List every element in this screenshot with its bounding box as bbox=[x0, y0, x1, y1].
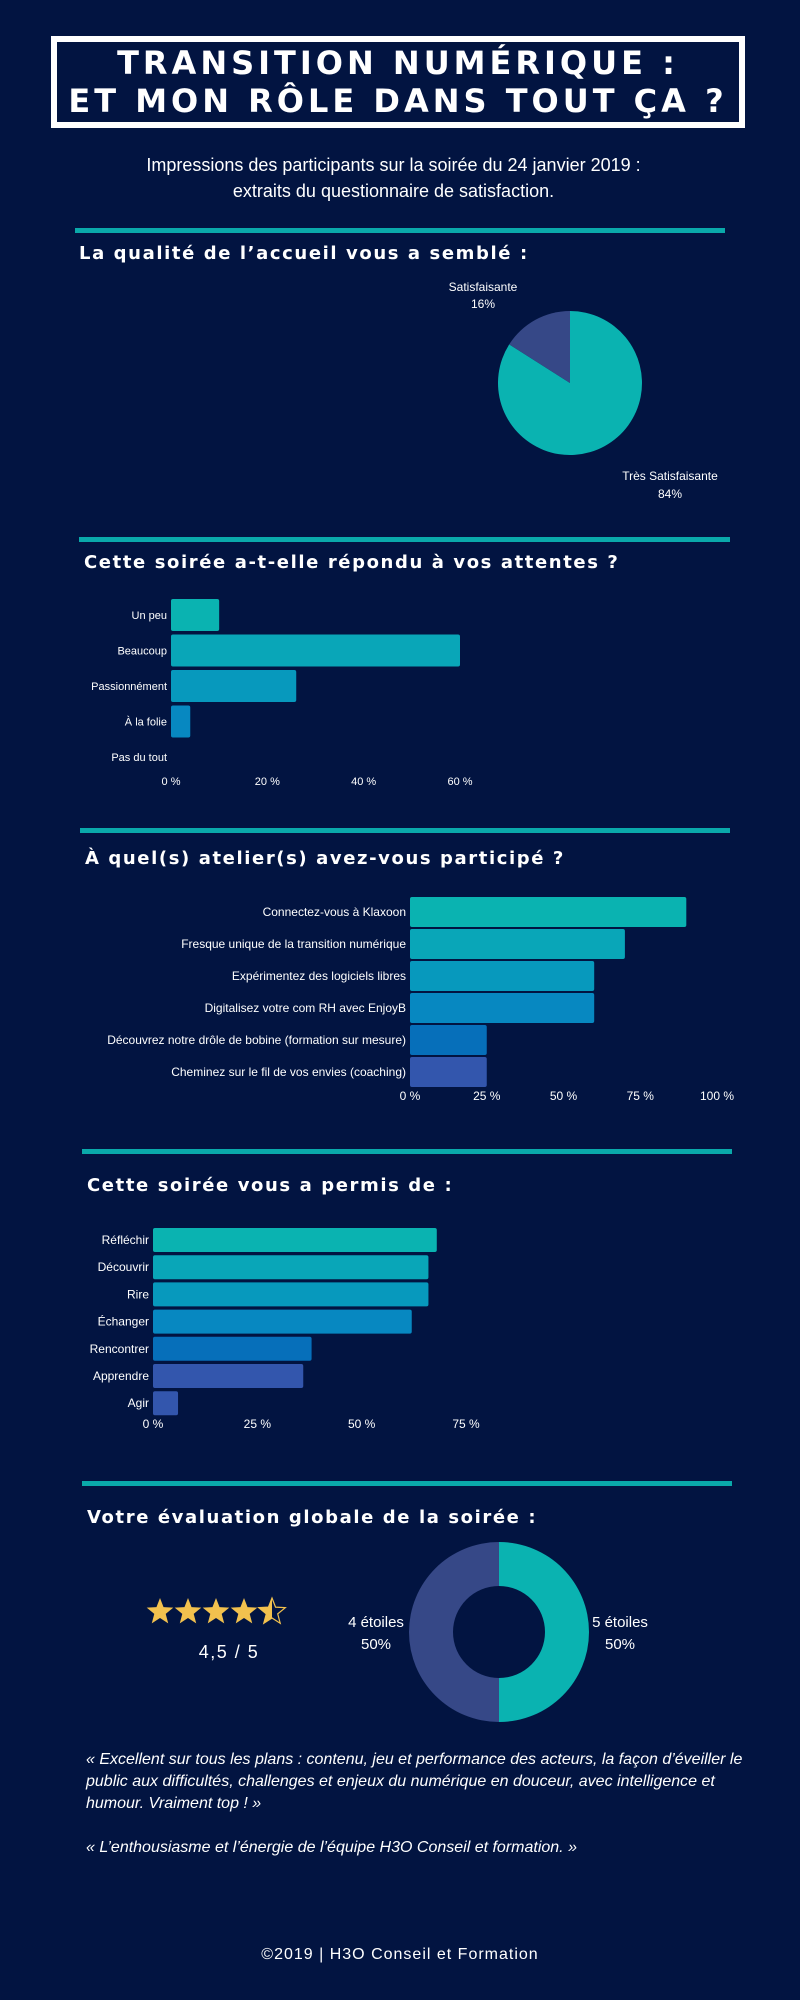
section-divider bbox=[82, 1149, 732, 1154]
bar bbox=[171, 670, 297, 702]
pie-chart-accueil: Très Satisfaisante 84% Satisfaisante 16% bbox=[449, 280, 718, 501]
bar-chart-attentes: Un peu Beaucoup Passionnément À la folie Pas… bbox=[91, 599, 473, 788]
bar-category-label: Passionnément bbox=[91, 681, 167, 693]
bar bbox=[153, 1309, 412, 1334]
pie-label: Satisfaisante bbox=[449, 280, 518, 294]
page-subtitle: Impressions des participants sur la soir… bbox=[0, 152, 787, 204]
section-title-attentes: Cette soirée a-t-elle répondu à vos atte… bbox=[84, 552, 620, 573]
bar bbox=[153, 1282, 429, 1307]
bar bbox=[410, 1025, 487, 1055]
pie-value-label: 84% bbox=[658, 487, 682, 501]
page-title-line-1: TRANSITION NUMÉRIQUE : bbox=[117, 44, 679, 82]
bar-category-label: Digitalisez votre com RH avec EnjoyB bbox=[205, 1001, 406, 1015]
bar-category-label: Apprendre bbox=[93, 1369, 149, 1383]
donut-slice bbox=[408, 1542, 499, 1722]
donut-value-label: 50% bbox=[605, 1636, 635, 1653]
pie-slice bbox=[509, 311, 570, 383]
page-title-line-2: ET MON RÔLE DANS TOUT ÇA ? bbox=[68, 82, 728, 120]
bar-category-label: Beaucoup bbox=[117, 646, 167, 658]
section-title-accueil: La qualité de l’accueil vous a semblé : bbox=[79, 243, 529, 264]
bar bbox=[153, 1228, 437, 1252]
bar-category-label: Agir bbox=[128, 1396, 149, 1410]
bar bbox=[410, 993, 595, 1023]
half-star-icon bbox=[258, 1598, 272, 1624]
subtitle-line-2: extraits du questionnaire de satisfactio… bbox=[232, 181, 555, 201]
section-title-evaluation: Votre évaluation globale de la soirée : bbox=[87, 1507, 538, 1528]
bar-chart-permis: Réfléchir Découvrir Rire Échanger Rencontrer… bbox=[90, 1228, 480, 1431]
section-divider bbox=[75, 228, 725, 233]
quote-1: « Excellent sur tous les plans : contenu… bbox=[86, 1751, 743, 1812]
section-divider bbox=[79, 537, 730, 542]
x-tick-label: 0 % bbox=[162, 776, 181, 788]
x-tick-label: 75 % bbox=[627, 1089, 655, 1103]
x-tick-label: 50 % bbox=[550, 1089, 578, 1103]
bar-category-label: Pas du tout bbox=[111, 752, 167, 764]
bar-category-label: À la folie bbox=[125, 716, 167, 729]
donut-label: 4 étoiles bbox=[348, 1614, 404, 1631]
donut-slice bbox=[499, 1542, 590, 1722]
pie-label: Très Satisfaisante bbox=[622, 469, 718, 483]
footer-copyright: ©2019 | H3O Conseil et Formation bbox=[261, 1946, 539, 1963]
bar bbox=[153, 1364, 304, 1388]
x-tick-label: 60 % bbox=[447, 776, 472, 788]
bar-category-label: Découvrez notre drôle de bobine (formati… bbox=[107, 1033, 406, 1047]
rating-label: 4,5 / 5 bbox=[199, 1642, 260, 1662]
section-divider bbox=[80, 828, 730, 833]
bar-category-label: Découvrir bbox=[98, 1260, 149, 1274]
x-tick-label: 100 % bbox=[700, 1089, 734, 1103]
bar bbox=[153, 1336, 312, 1361]
bar-chart-ateliers: Connectez-vous à Klaxoon Fresque unique d… bbox=[107, 897, 734, 1103]
bar bbox=[410, 929, 625, 959]
donut-label: 5 étoiles bbox=[592, 1614, 648, 1631]
section-divider bbox=[82, 1481, 732, 1486]
x-tick-label: 0 % bbox=[143, 1417, 164, 1431]
bar-category-label: Cheminez sur le fil de vos envies (coach… bbox=[171, 1065, 406, 1079]
pie-value-label: 16% bbox=[471, 297, 495, 311]
bar bbox=[171, 705, 191, 738]
bar bbox=[171, 634, 460, 667]
section-title-permis: Cette soirée vous a permis de : bbox=[87, 1175, 454, 1196]
x-tick-label: 25 % bbox=[244, 1417, 272, 1431]
x-tick-label: 25 % bbox=[473, 1089, 501, 1103]
subtitle-line-1: Impressions des participants sur la soir… bbox=[146, 155, 641, 175]
bar-category-label: Un peu bbox=[132, 610, 167, 622]
x-tick-label: 50 % bbox=[348, 1417, 376, 1431]
star-icon bbox=[230, 1598, 258, 1624]
title-banner: TRANSITION NUMÉRIQUE : ET MON RÔLE DANS … bbox=[51, 36, 745, 128]
bar-category-label: Rire bbox=[127, 1287, 149, 1301]
bar bbox=[410, 961, 595, 991]
bar-category-label: Réfléchir bbox=[102, 1233, 149, 1247]
bar-category-label: Expérimentez des logiciels libres bbox=[232, 969, 406, 983]
bar-category-label: Échanger bbox=[98, 1314, 149, 1329]
star-icon bbox=[146, 1598, 174, 1624]
quote-2: « L’enthousiasme et l’énergie de l’équip… bbox=[86, 1839, 577, 1856]
section-title-ateliers: À quel(s) atelier(s) avez-vous participé… bbox=[85, 848, 565, 869]
x-tick-label: 0 % bbox=[400, 1089, 421, 1103]
x-tick-label: 20 % bbox=[255, 776, 280, 788]
bar-category-label: Connectez-vous à Klaxoon bbox=[263, 905, 406, 919]
x-tick-label: 75 % bbox=[452, 1417, 480, 1431]
star-icon bbox=[202, 1598, 230, 1624]
star-icon bbox=[174, 1598, 202, 1624]
bar bbox=[171, 599, 220, 631]
donut-chart-evaluation: 5 étoiles 50% 4 étoiles 50% bbox=[348, 1542, 648, 1722]
donut-value-label: 50% bbox=[361, 1636, 391, 1653]
x-tick-label: 40 % bbox=[351, 776, 376, 788]
bar bbox=[153, 1255, 429, 1280]
bar bbox=[410, 1057, 487, 1087]
bar bbox=[410, 897, 687, 927]
bar bbox=[153, 1391, 179, 1416]
star-rating: 4,5 / 5 bbox=[146, 1596, 287, 1662]
star-outline-icon bbox=[257, 1596, 287, 1625]
bar-category-label: Rencontrer bbox=[90, 1342, 149, 1356]
bar-category-label: Fresque unique de la transition numériqu… bbox=[181, 937, 406, 951]
